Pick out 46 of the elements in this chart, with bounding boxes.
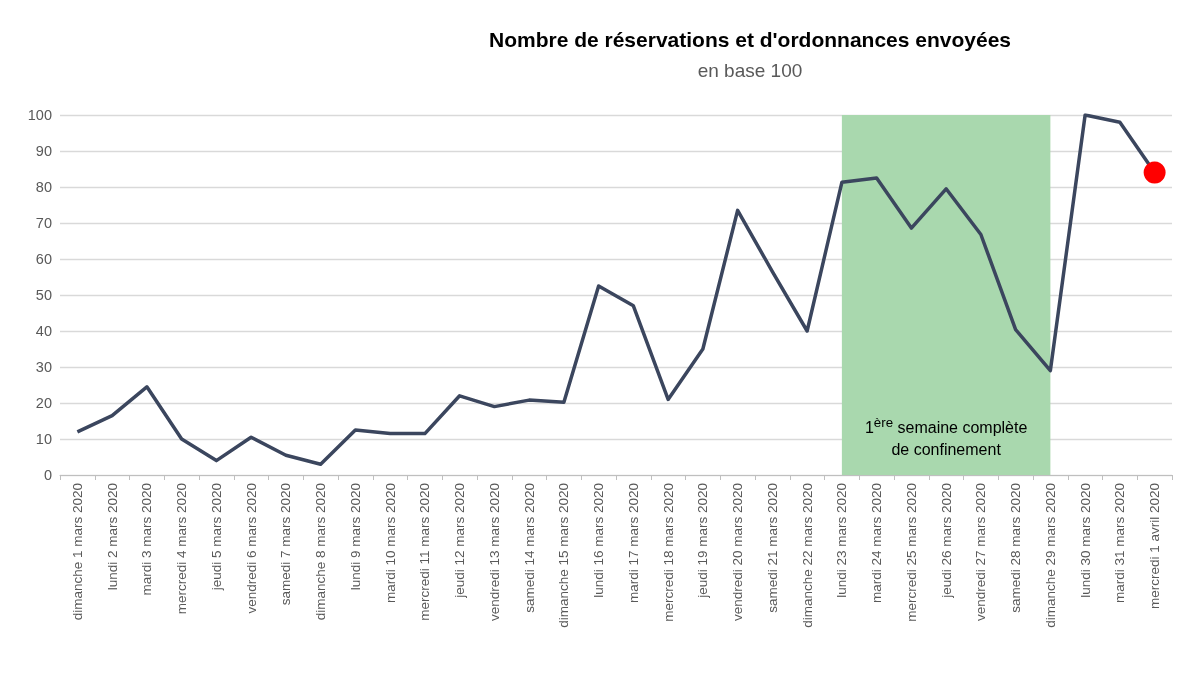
x-tick-label: mardi 10 mars 2020 xyxy=(382,483,398,604)
x-tick-label: jeudi 5 mars 2020 xyxy=(208,483,224,592)
x-tick-label: dimanche 1 mars 2020 xyxy=(69,483,85,621)
x-tick-label: lundi 16 mars 2020 xyxy=(591,483,607,598)
x-tick-label: lundi 9 mars 2020 xyxy=(347,483,363,591)
x-tick-label: vendredi 6 mars 2020 xyxy=(243,483,259,614)
y-tick-label: 50 xyxy=(35,287,52,303)
x-tick-label: dimanche 15 mars 2020 xyxy=(556,483,572,628)
x-tick-label: samedi 28 mars 2020 xyxy=(1008,483,1024,613)
x-tick-label: vendredi 13 mars 2020 xyxy=(486,483,502,622)
chart-subtitle: en base 100 xyxy=(696,60,804,82)
x-tick-label: mercredi 18 mars 2020 xyxy=(660,483,676,622)
y-tick-label: 80 xyxy=(35,179,52,195)
x-tick-label: jeudi 26 mars 2020 xyxy=(938,483,954,599)
x-tick-label: mardi 17 mars 2020 xyxy=(625,483,641,604)
x-tick-label: mercredi 1 avril 2020 xyxy=(1147,483,1163,610)
x-tick-label: samedi 21 mars 2020 xyxy=(764,483,780,613)
x-tick-label: vendredi 20 mars 2020 xyxy=(730,483,746,622)
x-tick-label: mardi 31 mars 2020 xyxy=(1112,483,1128,604)
y-tick-label: 20 xyxy=(35,395,52,411)
y-tick-label: 60 xyxy=(35,251,52,267)
x-tick-label: dimanche 8 mars 2020 xyxy=(313,483,329,621)
x-tick-label: samedi 14 mars 2020 xyxy=(521,483,537,613)
x-tick-label: mardi 24 mars 2020 xyxy=(869,483,885,604)
y-tick-label: 100 xyxy=(27,107,52,123)
y-tick-label: 0 xyxy=(43,467,52,483)
x-tick-label: lundi 30 mars 2020 xyxy=(1077,483,1093,598)
x-tick-label: jeudi 12 mars 2020 xyxy=(452,483,468,599)
x-tick-label: samedi 7 mars 2020 xyxy=(278,483,294,606)
y-tick-label: 30 xyxy=(35,359,52,375)
x-tick-label: dimanche 22 mars 2020 xyxy=(799,483,815,628)
x-tick-label: dimanche 29 mars 2020 xyxy=(1042,483,1058,628)
x-tick-label: mardi 3 mars 2020 xyxy=(139,483,155,596)
y-tick-label: 10 xyxy=(35,431,52,447)
band-label: 1$^{ère}$ semaine complète de confinement xyxy=(863,414,1029,461)
x-tick-label: mercredi 25 mars 2020 xyxy=(903,483,919,622)
x-tick-label: jeudi 19 mars 2020 xyxy=(695,483,711,599)
y-tick-label: 90 xyxy=(35,143,52,159)
x-tick-label: mercredi 4 mars 2020 xyxy=(174,483,190,615)
x-tick-label: lundi 23 mars 2020 xyxy=(834,483,850,598)
chart-title: Nombre de réservations et d'ordonnances envoyées xyxy=(488,28,1012,52)
y-tick-label: 40 xyxy=(35,323,52,339)
x-tick-label: lundi 2 mars 2020 xyxy=(104,483,120,591)
x-tick-label: vendredi 27 mars 2020 xyxy=(973,483,989,622)
y-tick-label: 70 xyxy=(35,215,52,231)
x-tick-label: mercredi 11 mars 2020 xyxy=(417,483,433,621)
